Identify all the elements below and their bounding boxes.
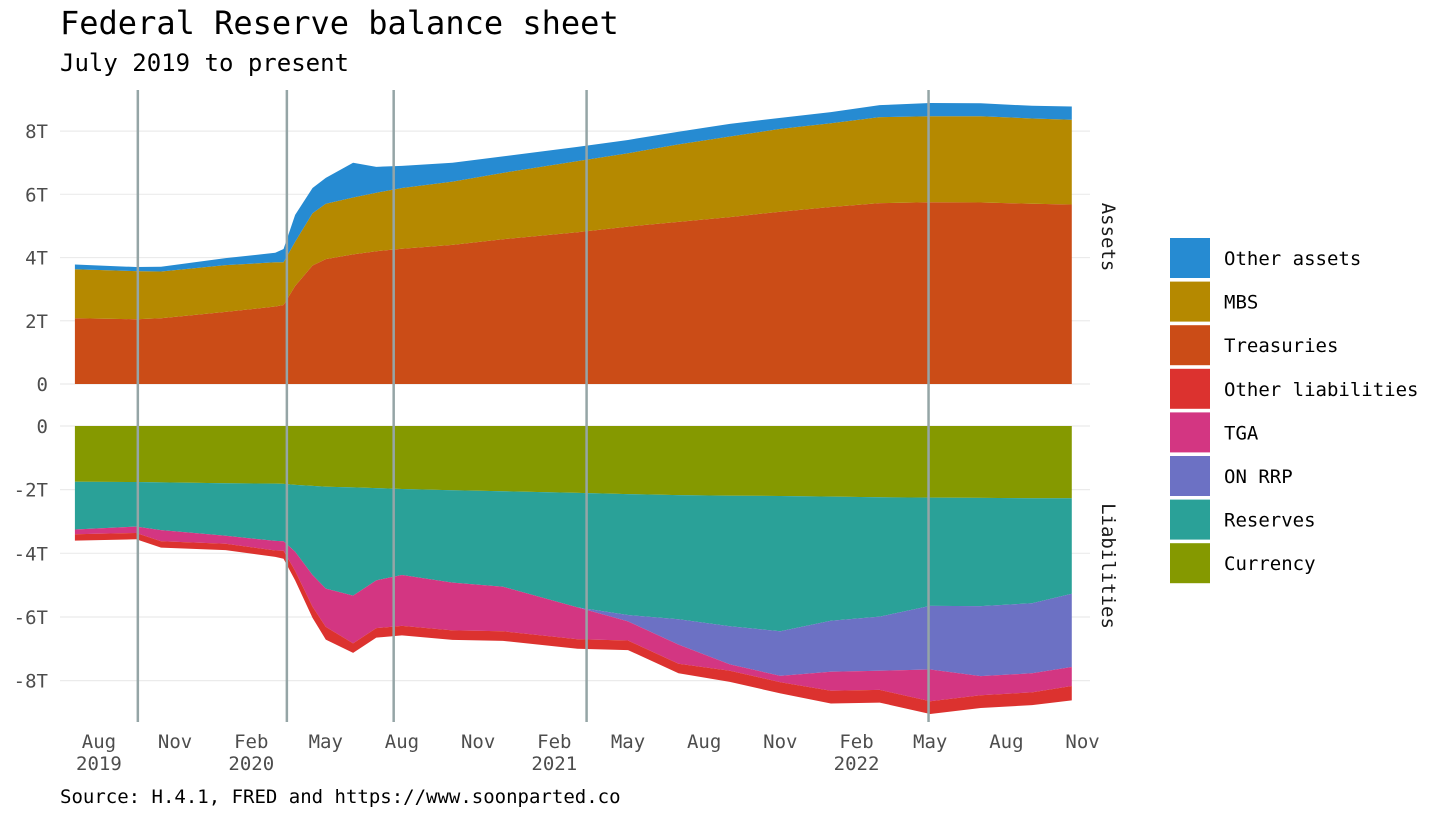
legend-key-treasuries (1170, 325, 1210, 366)
area-assets-treasuries (74, 202, 1072, 384)
x-tick-10: Feb (839, 731, 873, 753)
assets-panel: 0 2T 4T 6T 8T Assets (25, 102, 1119, 396)
legend-label-other-liabilities: Other liabilities (1224, 379, 1418, 401)
x-tick-6: Feb (537, 731, 571, 753)
x-tick-12: Aug (989, 731, 1023, 753)
assets-y-axis: 0 2T 4T 6T 8T (25, 121, 48, 396)
x-tick-8: Aug (687, 731, 721, 753)
x-tick-0: Aug (82, 731, 116, 753)
assets-panel-label: Assets (1097, 203, 1119, 272)
legend-label-tga: TGA (1224, 422, 1259, 444)
liabilities-areas (74, 426, 1072, 715)
x-tick-13: Nov (1065, 731, 1099, 753)
legend-key-other-liabilities (1170, 368, 1210, 409)
legend-label-treasuries: Treasuries (1224, 335, 1338, 357)
x-tick-1: Nov (158, 731, 192, 753)
x-tick-9: Nov (763, 731, 797, 753)
legend-label-reserves: Reserves (1224, 510, 1316, 532)
y-tick-assets-2: 4T (25, 248, 48, 270)
liabilities-panel: 0 -2T -4T -6T -8T Liabilities (14, 416, 1119, 715)
x-tick-5: Nov (461, 731, 495, 753)
legend-key-tga (1170, 412, 1210, 453)
y-tick-assets-4: 8T (25, 121, 48, 143)
y-tick-liabilities-4: -8T (14, 671, 48, 693)
area-liabilities-currency (74, 426, 1072, 499)
legend-label-currency: Currency (1224, 553, 1316, 575)
x-tick-4: Aug (385, 731, 419, 753)
y-tick-assets-1: 2T (25, 311, 48, 333)
y-tick-assets-3: 6T (25, 184, 48, 206)
legend-label-mbs: MBS (1224, 292, 1258, 314)
chart-title: Federal Reserve balance sheet (60, 4, 619, 42)
legend-label-on-rrp: ON RRP (1224, 466, 1293, 488)
liabilities-y-axis: 0 -2T -4T -6T -8T (14, 416, 48, 693)
x-tick-11: May (913, 731, 947, 753)
chart-caption: Source: H.4.1, FRED and https://www.soon… (60, 786, 621, 808)
area-assets-mbs (74, 116, 1072, 320)
area-liabilities-reserves (74, 481, 1072, 632)
y-tick-liabilities-0: 0 (37, 416, 48, 438)
area-liabilities-tga (74, 526, 1072, 702)
y-tick-assets-0: 0 (37, 374, 48, 396)
x-tick-7: May (611, 731, 645, 753)
chart-subtitle: July 2019 to present (60, 49, 349, 77)
x-tick-year-0: 2019 (76, 753, 122, 775)
legend-key-on-rrp (1170, 456, 1210, 496)
y-tick-liabilities-1: -2T (14, 480, 48, 502)
liabilities-panel-label: Liabilities (1097, 503, 1119, 629)
legend: Other assets MBS Treasuries Other liabiliti… (1170, 238, 1418, 584)
x-tick-year-6: 2021 (531, 753, 577, 775)
legend-key-reserves (1170, 499, 1210, 540)
x-tick-year-2: 2020 (228, 753, 274, 775)
x-tick-3: May (309, 731, 343, 753)
x-tick-2: Feb (234, 731, 268, 753)
x-tick-year-10: 2022 (834, 753, 880, 775)
y-tick-liabilities-3: -6T (14, 607, 48, 629)
legend-key-mbs (1170, 281, 1210, 322)
legend-key-currency (1170, 543, 1210, 584)
event-lines (136, 90, 930, 722)
assets-areas (74, 102, 1072, 384)
legend-key-other-assets (1170, 238, 1210, 278)
legend-label-other-assets: Other assets (1224, 248, 1361, 270)
y-tick-liabilities-2: -4T (14, 543, 48, 565)
area-liabilities-on-rrp (74, 526, 1072, 677)
